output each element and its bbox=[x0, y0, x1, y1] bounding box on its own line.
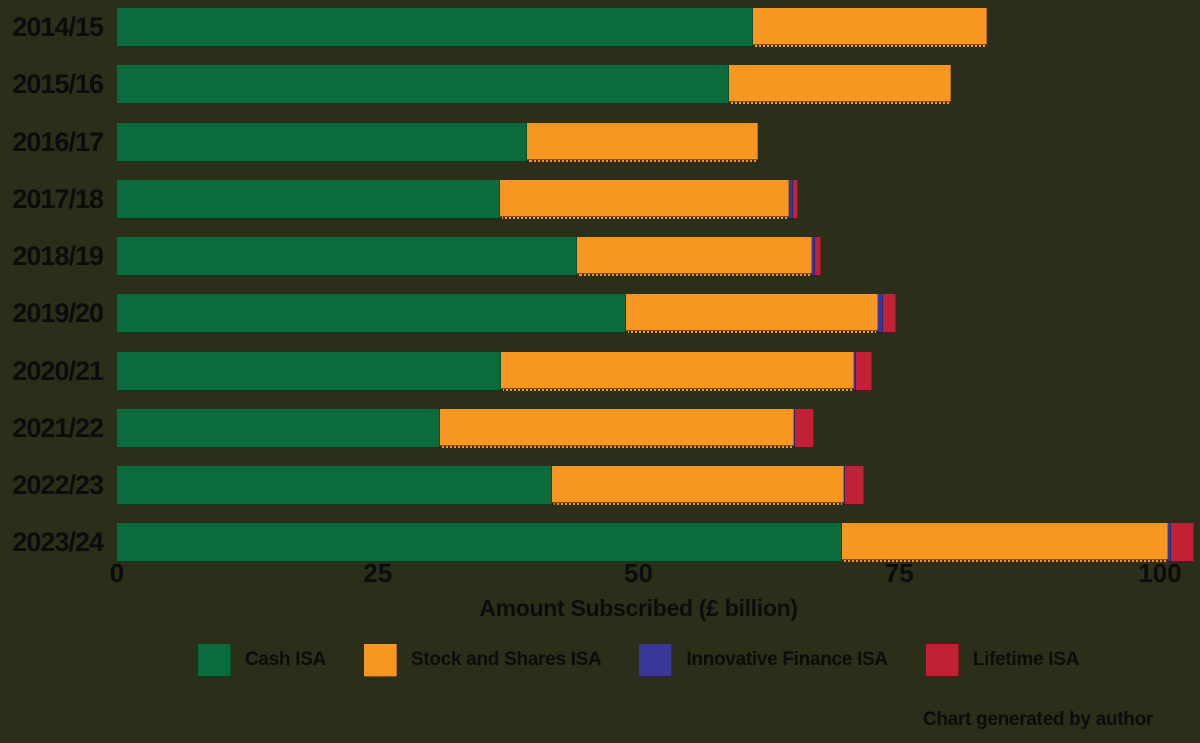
bar-segment-innovative-finance-isa bbox=[788, 179, 793, 219]
bar-row-2015-16: 2015/16 bbox=[0, 65, 1200, 105]
bar-segment-lifetime-isa bbox=[795, 408, 815, 448]
legend: Cash ISA Stock and Shares ISA Innovative F… bbox=[117, 642, 1160, 678]
bar-segment-cash-isa bbox=[117, 466, 552, 505]
bar-segment-stock-and-shares-isa bbox=[753, 8, 987, 47]
category-label: 2014/15 bbox=[12, 12, 104, 42]
legend-label: Cash ISA bbox=[244, 649, 326, 670]
bar-row-2018-19: 2018/19 bbox=[0, 237, 1200, 276]
bar-segment-innovative-finance-isa bbox=[793, 408, 796, 448]
bar-row-2014-15: 2014/15 bbox=[0, 8, 1200, 47]
legend-swatch-cash-isa bbox=[197, 643, 231, 677]
bar-segment-cash-isa bbox=[117, 408, 441, 448]
bar-segment-cash-isa bbox=[117, 237, 577, 276]
x-tick-label: 75 bbox=[884, 558, 914, 588]
legend-item-cash-isa: Cash ISA bbox=[197, 643, 326, 677]
plot-area: 2014/15 2015/16 2016/17 2017/18 2018/19 2019/… bbox=[0, 8, 1200, 563]
bar-segment-lifetime-isa bbox=[814, 237, 822, 276]
category-label: 2018/19 bbox=[12, 241, 104, 271]
bar-segment-cash-isa bbox=[117, 122, 527, 162]
category-label: 2023/24 bbox=[12, 527, 104, 558]
bar-segment-innovative-finance-isa bbox=[1168, 523, 1171, 563]
category-label: 2022/23 bbox=[12, 470, 104, 500]
bar-segment-lifetime-isa bbox=[855, 351, 872, 391]
bar-segment-lifetime-isa bbox=[1170, 523, 1194, 563]
bar-row-2019-20: 2019/20 bbox=[0, 294, 1200, 334]
footnote: Chart generated by author bbox=[922, 709, 1153, 730]
bar-segment-innovative-finance-isa bbox=[854, 351, 856, 391]
bar-segment-stock-and-shares-isa bbox=[440, 408, 794, 448]
legend-label: Lifetime ISA bbox=[972, 649, 1080, 670]
bar-row-2020-21: 2020/21 bbox=[0, 351, 1200, 391]
bar-segment-stock-and-shares-isa bbox=[729, 65, 952, 105]
bar-segment-cash-isa bbox=[117, 65, 730, 105]
x-tick-label: 25 bbox=[363, 558, 393, 588]
bar-segment-cash-isa bbox=[117, 294, 626, 334]
x-axis-title: Amount Subscribed (£ billion) bbox=[479, 595, 798, 621]
bar-segment-stock-and-shares-isa bbox=[499, 179, 789, 219]
bar-segment-cash-isa bbox=[117, 351, 501, 391]
legend-item-stock-and-shares-isa: Stock and Shares ISA bbox=[364, 643, 602, 677]
bar-segment-stock-and-shares-isa bbox=[625, 294, 879, 334]
bar-segment-innovative-finance-isa bbox=[878, 294, 883, 334]
bar-segment-cash-isa bbox=[117, 179, 500, 219]
category-label: 2021/22 bbox=[12, 412, 104, 443]
category-label: 2017/18 bbox=[12, 183, 104, 214]
bar-segment-stock-and-shares-isa bbox=[576, 237, 812, 276]
category-label: 2020/21 bbox=[12, 355, 104, 386]
category-label: 2019/20 bbox=[12, 298, 104, 329]
legend-swatch-lifetime-isa bbox=[925, 643, 959, 677]
bar-segment-cash-isa bbox=[117, 8, 754, 47]
legend-label: Innovative Finance ISA bbox=[686, 649, 888, 670]
bar-segment-lifetime-isa bbox=[845, 466, 864, 505]
bar-segment-stock-and-shares-isa bbox=[551, 466, 844, 505]
category-label: 2016/17 bbox=[12, 126, 104, 157]
bar-segment-lifetime-isa bbox=[792, 179, 799, 219]
bar-segment-stock-and-shares-isa bbox=[500, 351, 855, 391]
x-tick-label: 100 bbox=[1138, 558, 1182, 588]
x-tick-label: 50 bbox=[624, 558, 653, 588]
bar-segment-lifetime-isa bbox=[882, 294, 897, 334]
bar-row-2023-24: 2023/24 bbox=[0, 523, 1200, 563]
legend-swatch-innovative-finance-isa bbox=[639, 643, 673, 677]
bar-segment-cash-isa bbox=[117, 523, 842, 563]
bar-segment-stock-and-shares-isa bbox=[526, 122, 759, 162]
legend-label: Stock and Shares ISA bbox=[411, 649, 602, 670]
bar-row-2022-23: 2022/23 bbox=[0, 466, 1200, 505]
bar-segment-innovative-finance-isa bbox=[811, 237, 815, 276]
legend-item-lifetime-isa: Lifetime ISA bbox=[925, 643, 1080, 677]
bar-segment-innovative-finance-isa bbox=[843, 466, 846, 505]
bar-row-2016-17: 2016/17 bbox=[0, 122, 1200, 162]
bar-segment-stock-and-shares-isa bbox=[841, 523, 1169, 563]
bar-row-2017-18: 2017/18 bbox=[0, 179, 1200, 219]
category-label: 2015/16 bbox=[12, 69, 104, 100]
x-tick-label: 0 bbox=[109, 558, 125, 588]
legend-item-innovative-finance-isa: Innovative Finance ISA bbox=[639, 643, 888, 677]
bar-row-2021-22: 2021/22 bbox=[0, 408, 1200, 448]
legend-swatch-stock-and-shares-isa bbox=[364, 643, 397, 677]
